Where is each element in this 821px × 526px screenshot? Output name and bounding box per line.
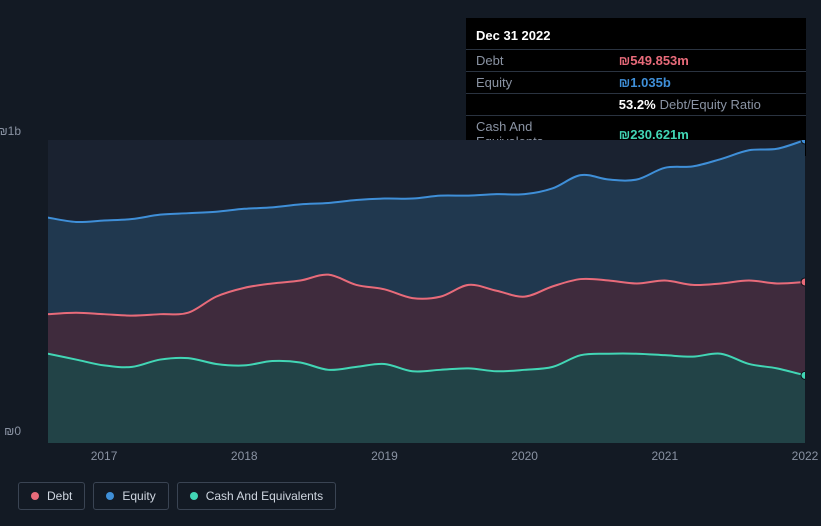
tooltip-label: Equity: [466, 72, 609, 94]
chart-container: Dec 31 2022 Debt ₪549.853m Equity ₪1.035…: [0, 0, 821, 526]
x-tick-label: 2019: [371, 449, 398, 463]
chart-tooltip: Dec 31 2022 Debt ₪549.853m Equity ₪1.035…: [466, 18, 806, 156]
tooltip-table: Debt ₪549.853m Equity ₪1.035b 53.2%Debt/…: [466, 49, 806, 152]
legend-item-debt[interactable]: Debt: [18, 482, 85, 510]
x-tick-label: 2022: [792, 449, 819, 463]
x-tick-label: 2020: [511, 449, 538, 463]
y-tick-top: ₪1b: [0, 124, 21, 138]
tooltip-date: Dec 31 2022: [466, 26, 806, 49]
x-axis-labels: 201720182019202020212022: [48, 449, 805, 465]
y-tick-bottom: ₪0: [0, 424, 21, 438]
tooltip-value: 53.2%Debt/Equity Ratio: [609, 94, 806, 116]
legend-label: Cash And Equivalents: [206, 489, 323, 503]
tooltip-value: ₪549.853m: [609, 50, 806, 72]
tooltip-ratio-label: Debt/Equity Ratio: [660, 97, 761, 112]
tooltip-value: ₪1.035b: [609, 72, 806, 94]
legend-dot: [31, 492, 39, 500]
tooltip-row-ratio: 53.2%Debt/Equity Ratio: [466, 94, 806, 116]
legend-label: Equity: [122, 489, 155, 503]
x-tick-label: 2021: [651, 449, 678, 463]
chart-plot-area[interactable]: [48, 140, 805, 443]
legend: Debt Equity Cash And Equivalents: [18, 482, 336, 510]
legend-item-equity[interactable]: Equity: [93, 482, 168, 510]
legend-dot: [106, 492, 114, 500]
legend-dot: [190, 492, 198, 500]
legend-label: Debt: [47, 489, 72, 503]
area-chart-svg: [48, 140, 805, 443]
x-tick-label: 2017: [91, 449, 118, 463]
tooltip-row-equity: Equity ₪1.035b: [466, 72, 806, 94]
x-tick-label: 2018: [231, 449, 258, 463]
tooltip-row-debt: Debt ₪549.853m: [466, 50, 806, 72]
legend-item-cash[interactable]: Cash And Equivalents: [177, 482, 336, 510]
tooltip-label: Debt: [466, 50, 609, 72]
tooltip-label: [466, 94, 609, 116]
